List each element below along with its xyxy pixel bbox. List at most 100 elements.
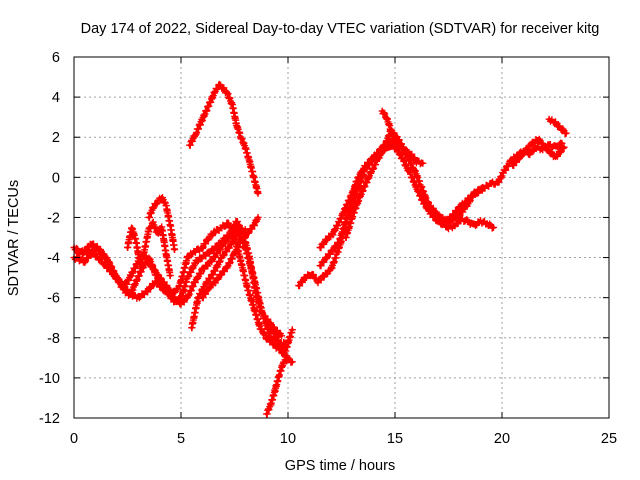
data-point: [337, 239, 341, 244]
data-point: [147, 215, 151, 220]
data-layer: [70, 80, 570, 418]
series-trace-g: [198, 213, 262, 302]
x-tick-label: 25: [601, 431, 617, 447]
series-trace-e: [188, 225, 249, 332]
data-point: [382, 145, 386, 149]
data-point: [252, 175, 256, 179]
data-point: [217, 247, 222, 252]
data-point: [282, 360, 286, 364]
data-point: [93, 245, 97, 250]
x-axis-label: GPS time / hours: [285, 458, 395, 474]
data-point: [170, 296, 175, 300]
data-point: [528, 151, 532, 155]
data-point: [245, 231, 249, 236]
data-point: [545, 147, 549, 151]
data-point: [235, 225, 239, 230]
tick-layer: 0 5 10 15 20 25 -12 -10 -8 -6 -4 -2 0 2 4 6: [39, 50, 617, 447]
data-point: [220, 225, 224, 230]
data-point: [256, 215, 260, 220]
series-trace-h: [186, 80, 262, 197]
data-point: [151, 205, 155, 210]
data-point: [200, 267, 204, 272]
data-point: [252, 306, 256, 310]
data-point: [331, 231, 335, 236]
data-point: [429, 205, 433, 210]
data-point: [331, 247, 335, 252]
data-point: [421, 195, 425, 199]
data-point: [511, 163, 515, 167]
data-point: [395, 147, 399, 151]
data-point: [239, 135, 243, 139]
data-point: [211, 247, 215, 252]
data-point: [472, 223, 476, 228]
data-point: [290, 360, 294, 364]
data-point: [235, 231, 239, 236]
data-point: [440, 221, 444, 226]
y-tick-label: -4: [47, 251, 60, 267]
data-point: [153, 272, 157, 276]
data-point: [260, 312, 264, 316]
data-point: [162, 288, 166, 292]
data-point: [252, 223, 256, 228]
data-point: [472, 191, 476, 195]
data-point: [269, 336, 273, 340]
data-point: [134, 280, 138, 284]
data-point: [213, 229, 217, 234]
data-point: [226, 93, 230, 97]
y-tick-label: -2: [47, 210, 60, 226]
x-tick-label: 0: [70, 431, 78, 447]
data-point: [145, 290, 149, 294]
data-point: [556, 123, 560, 127]
data-point: [318, 263, 322, 268]
data-point: [455, 215, 459, 220]
data-point: [110, 272, 115, 276]
data-point: [553, 145, 558, 149]
y-tick-label: -12: [39, 411, 60, 427]
data-point: [481, 185, 485, 189]
y-tick-label: -6: [47, 291, 60, 307]
x-tick-label: 5: [177, 431, 185, 447]
x-tick-label: 20: [494, 431, 510, 447]
data-point: [245, 286, 249, 290]
data-point: [286, 358, 290, 362]
data-point: [363, 167, 367, 171]
data-point: [239, 259, 243, 264]
x-tick-label: 10: [280, 431, 296, 447]
series-trace-c: [74, 224, 292, 350]
data-point: [389, 143, 393, 147]
y-tick-label: 2: [52, 130, 60, 146]
data-point: [303, 276, 307, 280]
data-point: [202, 284, 207, 288]
data-point: [277, 372, 282, 376]
data-point: [160, 225, 164, 230]
data-point: [376, 157, 380, 161]
y-tick-label: 6: [52, 50, 60, 66]
data-point: [200, 296, 204, 300]
data-point: [534, 145, 538, 149]
data-point: [76, 251, 80, 256]
data-point: [496, 181, 500, 185]
data-point: [200, 117, 204, 121]
data-point: [369, 159, 374, 163]
data-point: [397, 145, 401, 149]
data-point: [258, 326, 262, 330]
data-point: [147, 227, 151, 232]
data-point: [297, 284, 301, 288]
data-point: [168, 274, 172, 278]
data-point: [136, 296, 140, 300]
data-point: [147, 255, 151, 260]
data-point: [309, 272, 314, 276]
data-point: [226, 221, 230, 226]
series-trace-q: [509, 135, 568, 169]
data-point: [384, 115, 389, 119]
data-point: [235, 219, 239, 224]
data-point: [185, 296, 190, 300]
y-tick-label: 0: [52, 170, 60, 186]
data-point: [226, 235, 230, 240]
data-point: [564, 131, 568, 135]
data-point: [393, 137, 397, 141]
data-point: [322, 274, 326, 278]
data-point: [553, 155, 558, 159]
data-point: [247, 159, 252, 163]
